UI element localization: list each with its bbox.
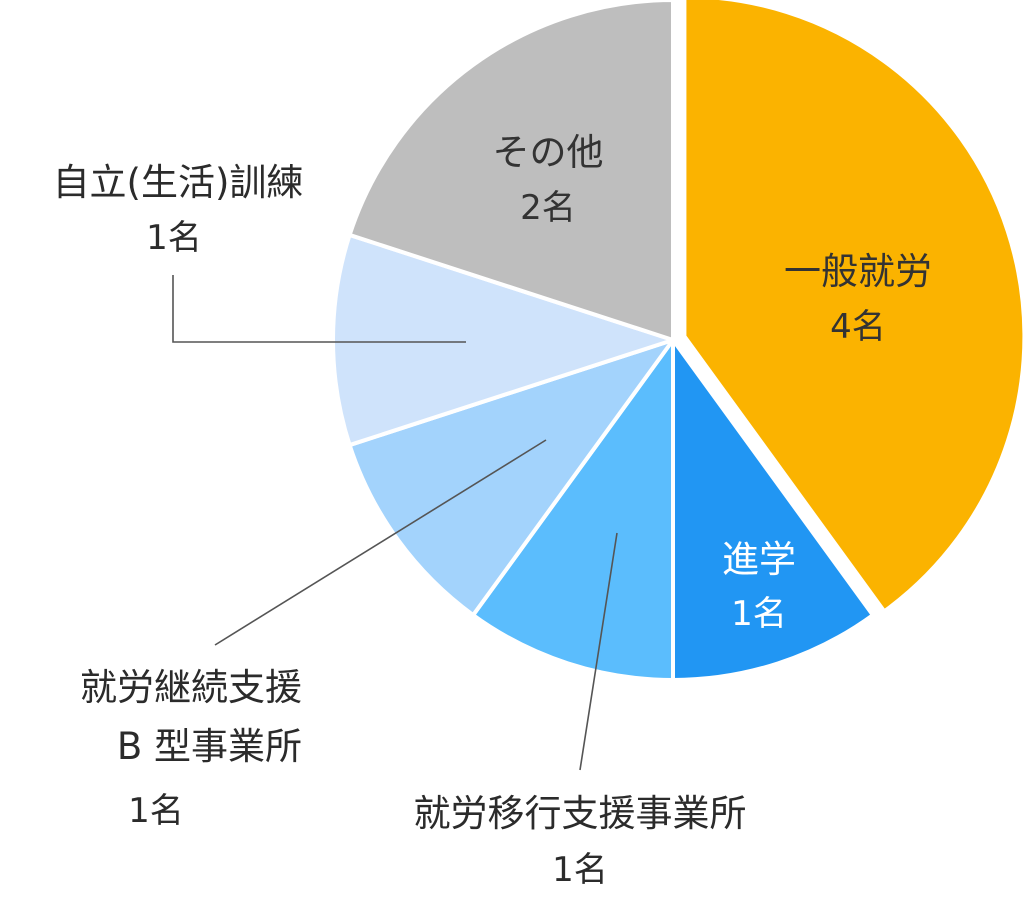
slice-label-sonota: その他 [493,131,604,174]
pie-slice-ippan [682,0,1024,614]
slice-label-iko: 就労移行支援事業所 [414,792,747,835]
slice-value-b-type: 1名 [128,791,184,831]
slice-label-jiritsu: 自立(生活)訓練 [53,161,304,204]
leader-line-iko [579,532,618,771]
pie-slices [331,0,1024,682]
slice-label-b-type-line2: B 型事業所 [117,725,302,768]
pie-slice-sonota [347,0,675,342]
slice-label-b-type-line1: 就労継続支援 [80,666,302,709]
slice-label-ippan: 一般就労 [784,250,932,293]
leader-line-b-type [214,439,547,646]
slice-value-jiritsu: 1名 [146,218,202,258]
pie-slice-iko [471,338,675,682]
leader-line-jiritsu [172,275,466,343]
slice-label-shingaku: 進学 [722,538,796,581]
pie-slice-jiritsu [331,232,675,448]
slice-value-sonota: 2名 [520,188,576,228]
slice-value-iko: 1名 [552,850,608,890]
slice-value-ippan: 4名 [830,307,886,347]
pie-slice-b-type [347,338,675,618]
leader-lines [172,275,618,771]
slice-value-shingaku: 1名 [731,594,787,634]
pie-slice-shingaku [671,338,875,682]
